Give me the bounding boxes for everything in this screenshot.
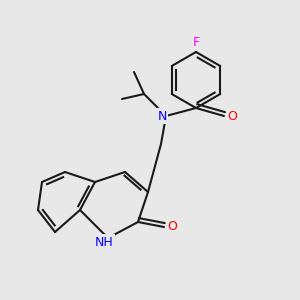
Text: NH: NH	[94, 236, 113, 248]
Text: F: F	[192, 37, 200, 50]
Text: O: O	[167, 220, 177, 233]
Text: O: O	[227, 110, 237, 122]
Text: N: N	[157, 110, 167, 122]
